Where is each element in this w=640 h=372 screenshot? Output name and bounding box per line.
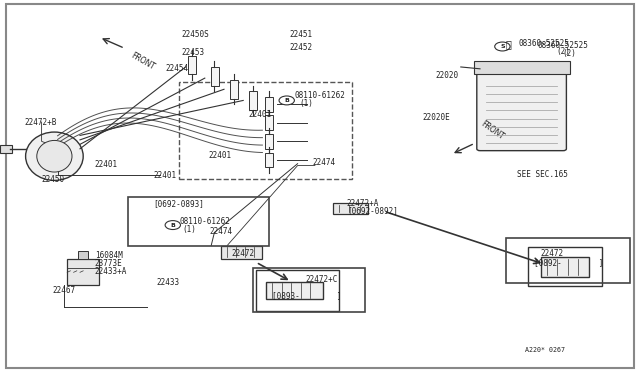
Text: (1): (1) — [182, 225, 196, 234]
Text: 22401: 22401 — [154, 171, 177, 180]
Bar — [256, 270, 339, 311]
Circle shape — [165, 221, 180, 230]
Bar — [78, 251, 88, 259]
Bar — [211, 67, 219, 86]
Text: 22020E: 22020E — [422, 113, 450, 122]
Bar — [265, 97, 273, 112]
Text: B: B — [170, 222, 175, 228]
Circle shape — [279, 96, 294, 105]
Bar — [506, 238, 630, 283]
Text: 22401: 22401 — [248, 110, 271, 119]
Text: FRONT: FRONT — [129, 51, 156, 72]
Bar — [230, 80, 238, 99]
Bar — [265, 115, 273, 130]
Text: 22433: 22433 — [157, 278, 180, 287]
Text: 22454: 22454 — [165, 64, 188, 73]
Text: 22451: 22451 — [290, 30, 313, 39]
Text: 22472+A: 22472+A — [347, 199, 380, 208]
Bar — [67, 259, 99, 285]
Bar — [0, 145, 12, 153]
Text: 22020: 22020 — [435, 71, 458, 80]
Text: 22401: 22401 — [95, 160, 118, 169]
Text: S: S — [500, 44, 505, 49]
Bar — [265, 153, 273, 167]
Text: [0893-        ]: [0893- ] — [272, 291, 341, 300]
Text: 22453: 22453 — [181, 48, 204, 57]
Bar — [333, 203, 368, 214]
Text: 22467: 22467 — [52, 286, 76, 295]
Text: [0692-0892]: [0692-0892] — [347, 206, 397, 215]
Bar — [221, 246, 262, 259]
Text: 16084M: 16084M — [95, 251, 122, 260]
Text: [0692-0893]: [0692-0893] — [154, 199, 204, 208]
Circle shape — [495, 42, 510, 51]
Text: 22450: 22450 — [42, 175, 65, 184]
Bar — [474, 61, 570, 74]
Text: [0892-        ]: [0892- ] — [534, 258, 604, 267]
Bar — [128, 197, 269, 246]
Bar — [541, 257, 589, 277]
Text: 22472+B: 22472+B — [24, 118, 57, 126]
Bar — [188, 56, 196, 74]
Text: (1): (1) — [299, 99, 313, 108]
Text: 23773E: 23773E — [95, 259, 122, 268]
Ellipse shape — [37, 141, 72, 172]
Text: B: B — [284, 98, 289, 103]
Text: FRONT: FRONT — [479, 119, 505, 141]
Bar — [266, 282, 323, 299]
Text: 22401: 22401 — [208, 151, 231, 160]
Bar — [528, 247, 602, 286]
Bar — [253, 268, 365, 312]
Text: SEE SEC.165: SEE SEC.165 — [517, 170, 568, 179]
Text: 22433+A: 22433+A — [95, 267, 127, 276]
Text: 22474: 22474 — [312, 158, 335, 167]
Text: 22450S: 22450S — [181, 30, 209, 39]
Text: 08360-52525: 08360-52525 — [518, 39, 569, 48]
Text: 08110-61262: 08110-61262 — [179, 217, 230, 226]
Text: 08360-52525: 08360-52525 — [538, 41, 588, 50]
Bar — [265, 134, 273, 149]
Text: 22472: 22472 — [541, 249, 564, 258]
Text: 22472+C: 22472+C — [306, 275, 339, 284]
Bar — [249, 91, 257, 110]
Text: 22452: 22452 — [290, 43, 313, 52]
Text: 22472: 22472 — [232, 249, 255, 258]
Text: 08110-61262: 08110-61262 — [294, 92, 345, 100]
Text: Ⓢ: Ⓢ — [506, 39, 512, 49]
FancyBboxPatch shape — [477, 73, 566, 151]
Text: (2): (2) — [562, 49, 576, 58]
Text: (2): (2) — [557, 47, 571, 56]
Ellipse shape — [26, 132, 83, 180]
Text: A220* 0267: A220* 0267 — [525, 347, 564, 353]
Text: 22474: 22474 — [210, 227, 233, 236]
